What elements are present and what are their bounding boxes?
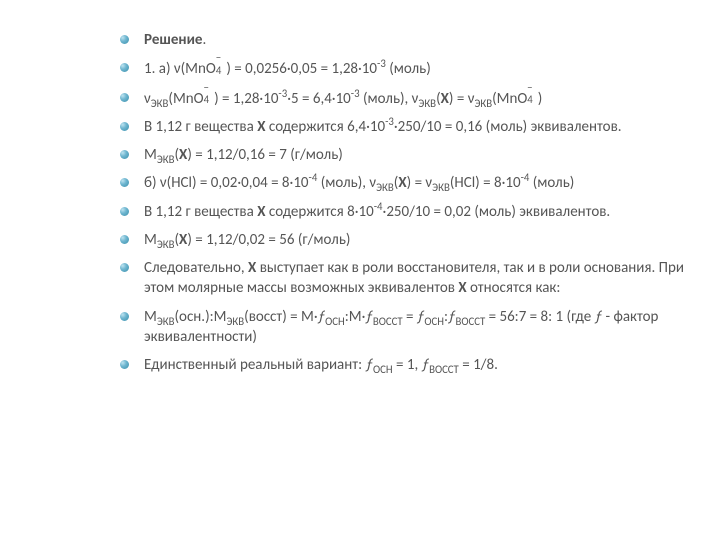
subscript: ЭКВ (376, 181, 394, 194)
text: = 1/8. (459, 356, 498, 374)
list-item: МЭКВ(X) = 1,12/0,02 = 56 (г/моль) (120, 230, 684, 250)
subscript: ЭКВ (157, 238, 175, 251)
text: М (144, 146, 157, 164)
subscript: ЭКВ (157, 315, 175, 328)
list-item: 1. а) ν(MnO4−) = 0,0256·0,05 = 1,28·10-3… (120, 58, 684, 79)
subscript: ОСН (325, 315, 345, 328)
subsup: 4− (204, 88, 215, 103)
text: М (144, 308, 157, 326)
text: ) = ν (407, 174, 433, 192)
list-item: Следовательно, X выступает как в роли во… (120, 258, 684, 299)
text: ν (144, 90, 151, 108)
text: ·250/10 = 0,02 (моль) эквивалентов. (383, 203, 611, 221)
text: В 1,12 г вещества (144, 118, 257, 136)
text: ·5 = 6,4·10 (287, 90, 351, 108)
text: ) (538, 90, 543, 108)
list-item: νЭКВ(MnO4−) = 1,28·10-3·5 = 6,4·10-3 (мо… (120, 88, 684, 109)
list-item: Решение. (120, 30, 684, 50)
list-item: В 1,12 г вещества X содержится 8·10-4·25… (120, 202, 684, 222)
subscript: ЭКВ (474, 97, 492, 110)
text: В 1,12 г вещества (144, 203, 257, 221)
text: (восст) = M· (244, 308, 317, 326)
italic-f: ƒ (595, 308, 602, 326)
text: относятся как: (467, 279, 561, 297)
text: (HCl) = 8·10 (450, 174, 521, 192)
list-item: МЭКВ(осн.):МЭКВ(восст) = M·ƒОСН:M·ƒВОССТ… (120, 307, 684, 348)
subscript: ОСН (373, 363, 393, 376)
italic-f: ƒ (365, 356, 372, 374)
text: (моль), ν (360, 90, 419, 108)
list-item: В 1,12 г вещества X содержится 6,4·10-3·… (120, 117, 684, 137)
text: содержится 6,4·10 (265, 118, 385, 136)
text: ) = ν (449, 90, 475, 108)
subscript: ОСН (424, 315, 444, 328)
list-item: МЭКВ(X) = 1,12/0,16 = 7 (г/моль) (120, 145, 684, 165)
text: ) = 1,28·10 (214, 90, 278, 108)
superscript: -3 (278, 87, 287, 100)
text: ·250/10 = 0,16 (моль) эквивалентов. (394, 118, 622, 136)
text: содержится 8·10 (265, 203, 373, 221)
text: М (144, 231, 157, 249)
subscript: ЭКВ (418, 97, 436, 110)
text: (MnO (492, 90, 527, 108)
text: (моль) (529, 174, 574, 192)
solution-title: Решение (144, 31, 202, 49)
text: . (202, 31, 206, 49)
text: (моль) (386, 60, 431, 78)
subscript: ВОССТ (429, 363, 459, 376)
italic-f: ƒ (365, 308, 372, 326)
text: 1. а) ν(MnO (144, 60, 216, 78)
subscript: ВОССТ (455, 315, 485, 328)
subscript: ЭКВ (432, 181, 450, 194)
superscript: -4 (309, 171, 318, 184)
slide: Решение. 1. а) ν(MnO4−) = 0,0256·0,05 = … (0, 0, 720, 540)
superscript: -4 (374, 200, 383, 213)
text: б) ν(HCl) = 0,02·0,04 = 8·10 (144, 174, 309, 192)
text: ) = 1,12/0,16 = 7 (г/моль) (187, 146, 343, 164)
text: = 56:7 = 8: 1 (где (485, 308, 594, 326)
text: (MnO (168, 90, 203, 108)
text: = 1, (393, 356, 422, 374)
subsup: 4− (527, 88, 538, 103)
bold-x: X (458, 279, 466, 297)
text: Следовательно, (144, 259, 248, 277)
subscript: ЭКВ (151, 97, 169, 110)
superscript: -3 (385, 115, 394, 128)
subscript: ЭКВ (157, 153, 175, 166)
subsup: 4− (216, 58, 227, 73)
text: (моль), ν (317, 174, 376, 192)
italic-f: ƒ (422, 356, 429, 374)
text: (осн.):М (174, 308, 226, 326)
text: = (403, 308, 417, 326)
text: ) = 0,0256·0,05 = 1,28·10 (226, 60, 377, 78)
text: :M· (345, 308, 366, 326)
bullet-list: Решение. 1. а) ν(MnO4−) = 0,0256·0,05 = … (120, 30, 684, 375)
bold-x: X (441, 90, 449, 108)
subscript: ВОССТ (373, 315, 403, 328)
superscript: -3 (377, 57, 386, 70)
list-item: Единственный реальный вариант: ƒОСН = 1,… (120, 355, 684, 375)
text: Единственный реальный вариант: (144, 356, 365, 374)
italic-f: ƒ (318, 308, 325, 326)
text: ) = 1,12/0,02 = 56 (г/моль) (187, 231, 350, 249)
list-item: б) ν(HCl) = 0,02·0,04 = 8·10-4 (моль), ν… (120, 173, 684, 193)
bold-x: X (398, 174, 406, 192)
subscript: ЭКВ (226, 315, 244, 328)
superscript: -3 (351, 87, 360, 100)
